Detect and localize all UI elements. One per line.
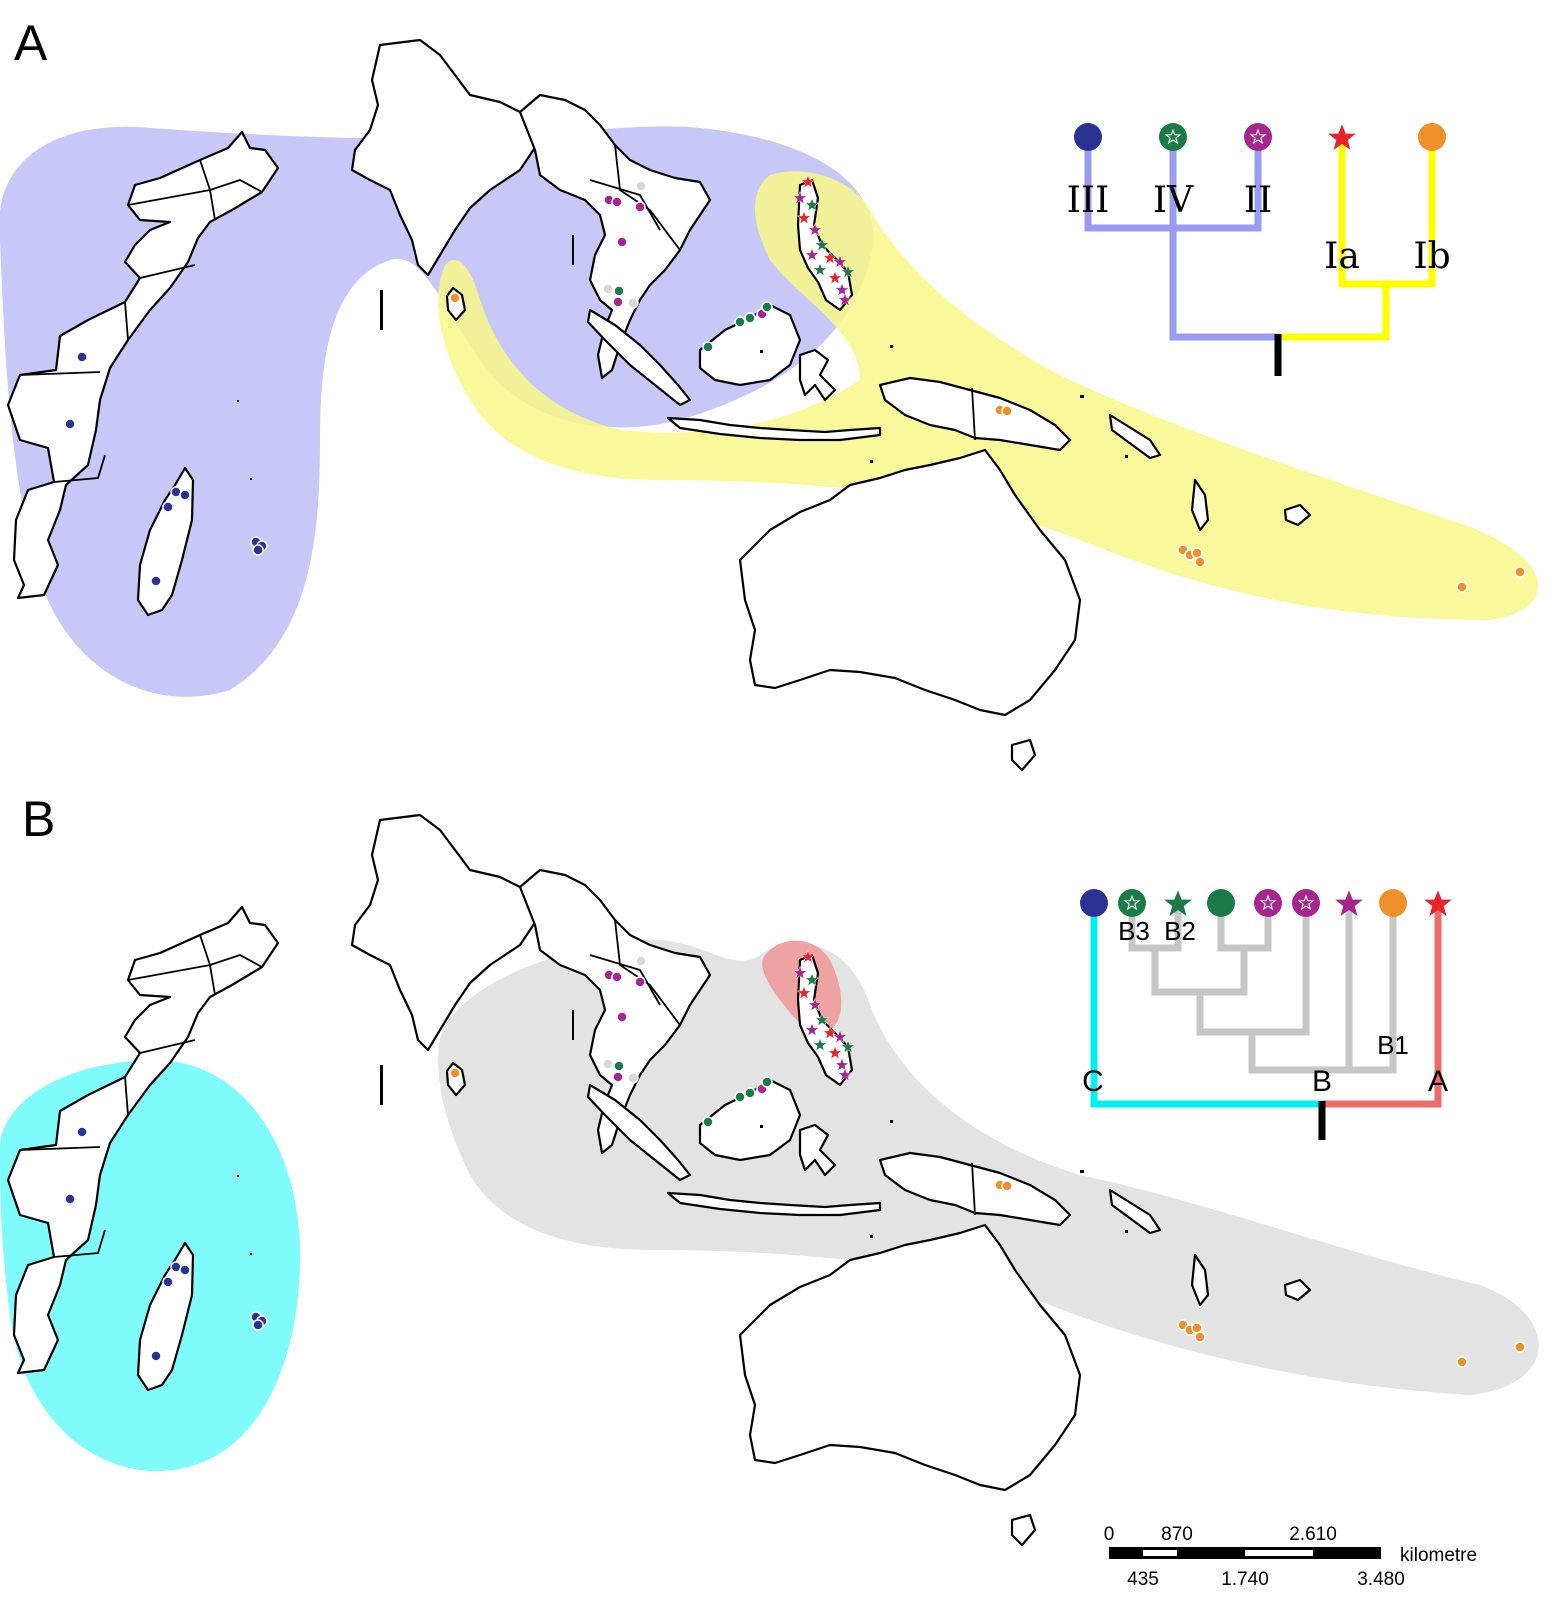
scale-label-0: 0 [1104,1524,1115,1545]
clade-c-dot-icon [1080,889,1108,917]
markers-green [613,285,773,353]
clade-b3-badge-icon [1118,889,1146,917]
clade-iv-badge-icon [1159,123,1187,151]
markers-orange-b [449,1067,1526,1368]
cladogram-b [1090,903,1442,1140]
clade-icons-b [1080,889,1452,917]
clade-label-a: A [1428,1065,1448,1098]
clade-label-ia: Ia [1324,236,1360,277]
markers-navy-b [64,1126,268,1362]
clade-label-b: B [1312,1065,1332,1098]
panel-a-letter: A [14,15,48,71]
clade-purple-badge-icon [1292,889,1320,917]
clade-label-b1: B1 [1377,1030,1409,1060]
markers-navy [64,351,268,587]
clade-b1-dot-icon [1379,889,1407,917]
clade-label-b2: B2 [1164,916,1196,946]
range-hull-grey [438,939,1539,1395]
clade-icons-a [1074,123,1446,151]
scale-label-3480: 3.480 [1357,1569,1405,1590]
clade-iii-dot-icon [1074,123,1102,151]
clade-purple-badge-icon [1254,889,1282,917]
clade-label-c: C [1082,1065,1104,1098]
scale-label-435: 435 [1127,1569,1159,1590]
scale-bar: 0 870 2.610 435 1.740 3.480 kilometre [1104,1524,1477,1590]
clade-green-dot-icon [1207,889,1235,917]
cladogram-a [1084,137,1436,376]
clade-label-ii: II [1244,180,1272,221]
panel-a: A [0,15,1539,772]
panel-b-letter: B [22,791,55,847]
scale-label-870: 870 [1161,1524,1193,1545]
clade-label-iii: III [1067,180,1110,221]
markers-lightgrey-b [602,955,647,1084]
scale-unit: kilometre [1400,1545,1477,1566]
scale-label-1740: 1.740 [1221,1569,1269,1590]
clade-ii-badge-icon [1244,123,1272,151]
markers-green-b [613,1060,773,1128]
clade-label-b3: B3 [1118,916,1150,946]
panel-b: B [0,791,1539,1547]
clade-label-ib: Ib [1413,236,1450,277]
markers-purple [603,194,768,320]
markers-lightgrey [602,180,647,309]
markers-orange [449,292,1526,593]
clade-label-iv: IV [1153,180,1194,221]
scale-label-2610: 2.610 [1289,1524,1337,1545]
clade-ib-dot-icon [1418,123,1446,151]
